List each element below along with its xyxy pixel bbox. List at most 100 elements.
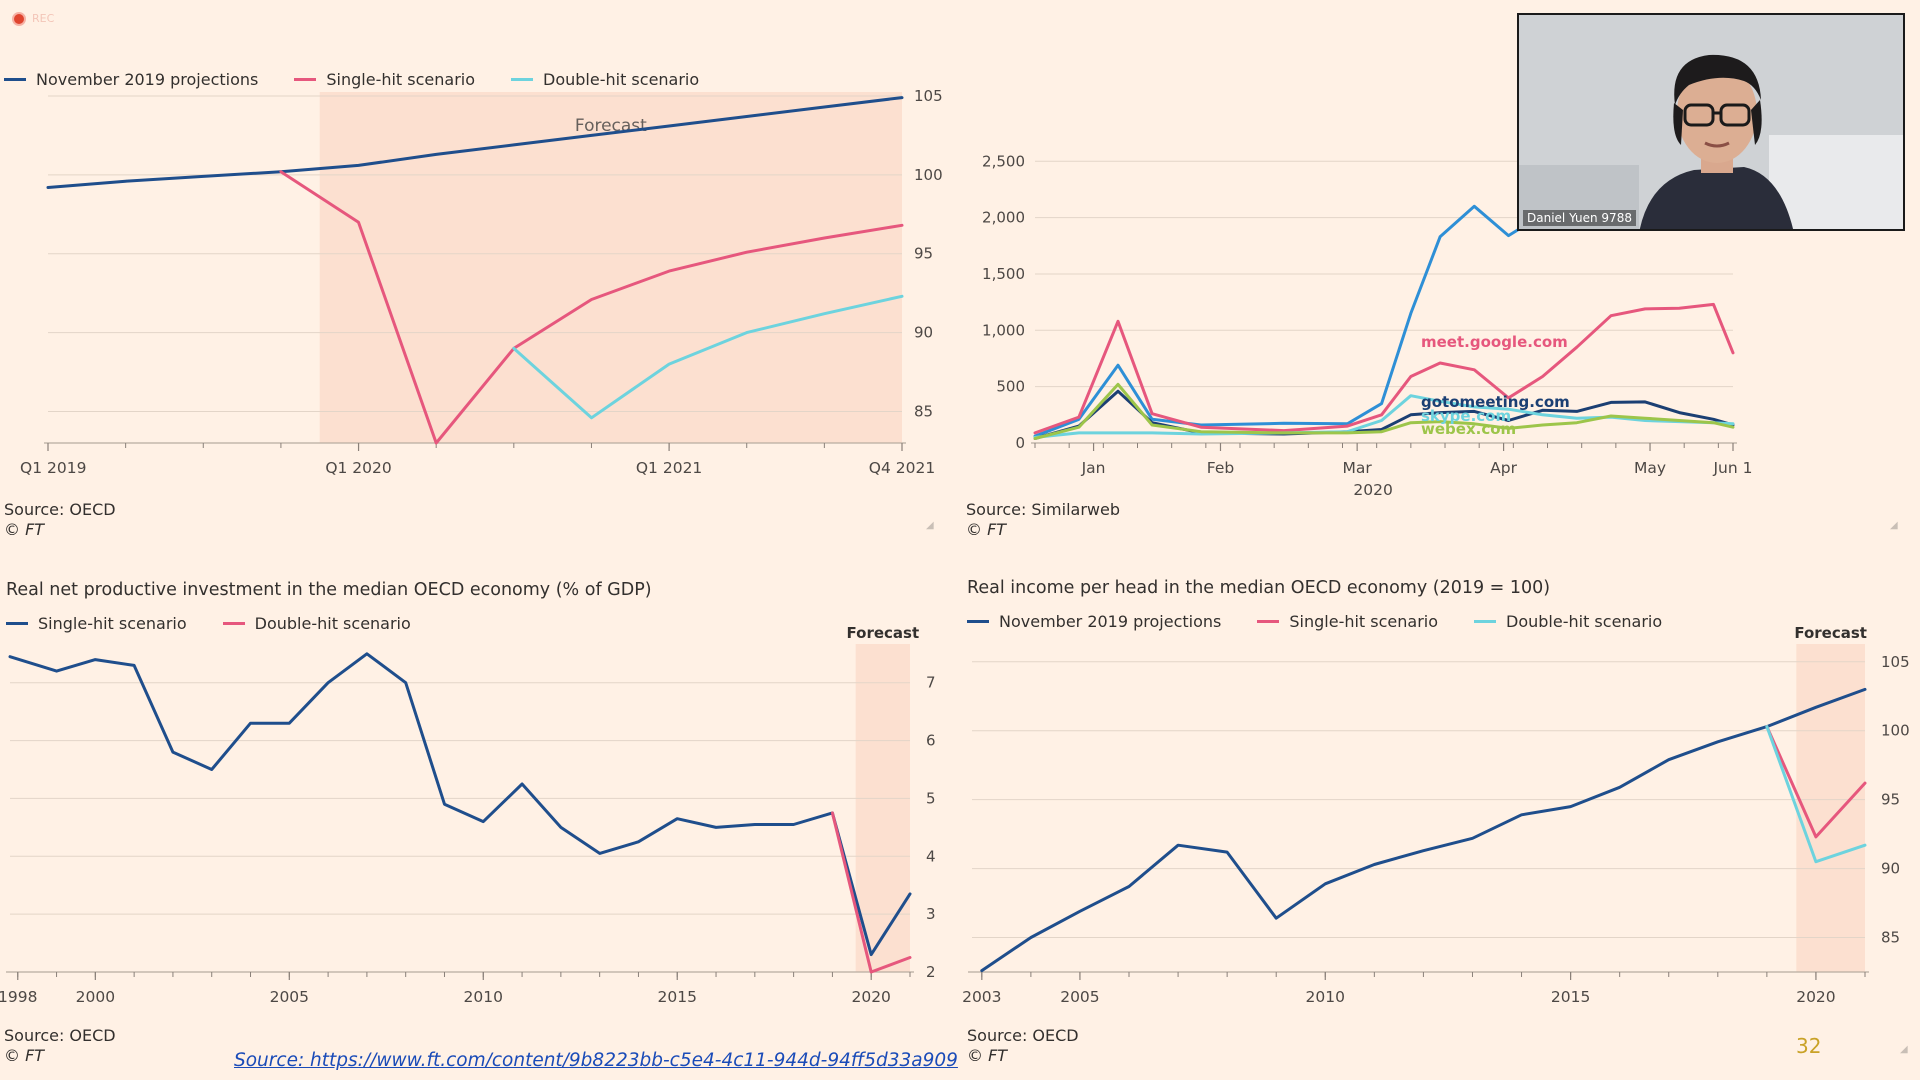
y-tick-label: 2 — [926, 963, 936, 981]
y-tick-label: 7 — [926, 674, 936, 692]
legend-gdp: November 2019 projections Single-hit sce… — [4, 70, 699, 89]
series-label-gotomeeting-com: gotomeeting.com — [1421, 393, 1570, 411]
legend-item-double-hit: Double-hit scenario — [222, 614, 411, 633]
source-gdp: Source: OECD — [4, 500, 116, 519]
series-label-meet-google-com: meet.google.com — [1421, 333, 1568, 351]
x-tick-label: Mar — [1343, 459, 1373, 477]
series-line-zoom — [1033, 204, 1525, 438]
x-tick-label: Q1 2019 — [20, 459, 86, 477]
y-tick-label: 0 — [1015, 434, 1025, 452]
panel-gdp: November 2019 projections Single-hit sce… — [0, 0, 960, 540]
credit-gdp: © FT — [4, 520, 45, 539]
x-tick-label: 2010 — [464, 988, 503, 1006]
x-tick-label: Q4 2021 — [869, 459, 935, 477]
x-tick-label: Jan — [1081, 459, 1106, 477]
participant-video-image — [1519, 15, 1903, 229]
legend-income: November 2019 projections Single-hit sce… — [967, 612, 1662, 631]
x-tick-label: Apr — [1490, 459, 1517, 477]
y-tick-label: 500 — [996, 378, 1025, 396]
series-line-double-hit-scenario — [1765, 725, 1867, 864]
series-line-single-hit-scenario — [8, 652, 912, 957]
legend-item-double-hit: Double-hit scenario — [511, 70, 699, 89]
credit-investment: © FT — [4, 1046, 45, 1065]
series-line-double-hit-scenario — [830, 811, 912, 974]
x-tick-label: 2020 — [1796, 988, 1835, 1006]
source-link[interactable]: Source: https://www.ft.com/content/9b822… — [234, 1050, 958, 1071]
series-line-single-hit-scenario — [1765, 725, 1867, 839]
x-tick-label: 2005 — [1060, 988, 1099, 1006]
y-tick-label: 105 — [914, 87, 943, 105]
legend-item-single-hit: Single-hit scenario — [1257, 612, 1438, 631]
chart-title-investment: Real net productive investment in the me… — [6, 580, 652, 600]
chart-investment: Forecast 2 3 4 5 6 7 1998 2000 2005 2010 2015 2020 — [0, 624, 936, 1006]
y-tick-label: 95 — [1881, 791, 1900, 809]
x-tick-label: 2000 — [76, 988, 115, 1006]
legend-item-single-hit: Single-hit scenario — [6, 614, 187, 633]
recording-indicator-icon — [12, 12, 26, 26]
x-tick-label: 2015 — [1551, 988, 1590, 1006]
resize-corner-icon: ◢ — [926, 520, 934, 531]
series-line-webex-com — [1033, 382, 1735, 440]
legend-item-double-hit: Double-hit scenario — [1474, 612, 1662, 631]
legend-item-november: November 2019 projections — [4, 70, 258, 89]
y-tick-label: 1,500 — [982, 265, 1025, 283]
forecast-label: Forecast — [1794, 624, 1867, 642]
series-line-double-hit-scenario — [512, 294, 904, 420]
series-line-november-2019-projections — [980, 687, 1867, 973]
chart-title-income: Real income per head in the median OECD … — [967, 578, 1551, 598]
x-tick-label: Jun 1 — [1712, 459, 1752, 477]
series-line-meet-google-com — [1033, 302, 1735, 435]
participant-name: Daniel Yuen 9788 — [1523, 210, 1636, 226]
source-investment: Source: OECD — [4, 1026, 116, 1045]
credit-income: © FT — [967, 1046, 1008, 1065]
series-line-november-2019-projections — [46, 96, 904, 189]
y-tick-label: 1,000 — [982, 321, 1025, 339]
x-tick-label: 2015 — [658, 988, 697, 1006]
y-tick-label: 105 — [1881, 653, 1910, 671]
x-tick-label: 2005 — [270, 988, 309, 1006]
panel-investment: Real net productive investment in the me… — [0, 560, 960, 1080]
panel-income: Real income per head in the median OECD … — [960, 560, 1920, 1080]
y-tick-label: 6 — [926, 732, 936, 750]
x-tick-label: 1998 — [0, 988, 37, 1006]
x-tick-label: May — [1634, 459, 1666, 477]
x-tick-label: 2003 — [962, 988, 1001, 1006]
x-tick-label: 2010 — [1306, 988, 1345, 1006]
x-tick-label: 2020 — [851, 988, 890, 1006]
x-tick-label: Q1 2020 — [325, 459, 391, 477]
y-tick-label: 90 — [914, 324, 933, 342]
series-line-single-hit-scenario — [279, 170, 904, 445]
x-tick-label: Feb — [1207, 459, 1234, 477]
x-axis-label: 2020 — [1353, 481, 1392, 499]
y-tick-label: 100 — [1881, 722, 1910, 740]
y-tick-label: 2,500 — [982, 152, 1025, 170]
source-video-apps: Source: Similarweb — [966, 500, 1120, 519]
forecast-label: Forecast — [847, 624, 920, 642]
forecast-shading — [1796, 644, 1865, 972]
y-tick-label: 95 — [914, 245, 933, 263]
legend-investment: Single-hit scenario Double-hit scenario — [6, 614, 411, 633]
y-tick-label: 4 — [926, 847, 936, 865]
slide-page-number: 32 — [1796, 1034, 1822, 1058]
series-line-skype-com — [1033, 394, 1735, 439]
y-tick-label: 100 — [914, 166, 943, 184]
chart-income: Forecast 85 90 95 100 105 2003 2005 2010 2015 2020 — [962, 624, 1910, 1006]
series-label-webex-com: webex.com — [1421, 420, 1516, 438]
source-income: Source: OECD — [967, 1026, 1079, 1045]
y-tick-label: 85 — [914, 402, 933, 420]
resize-corner-icon: ◢ — [1900, 1044, 1908, 1055]
y-tick-label: 2,000 — [982, 209, 1025, 227]
series-label-skype-com: skype.com — [1421, 407, 1511, 425]
legend-item-november: November 2019 projections — [967, 612, 1221, 631]
x-tick-label: Q1 2021 — [636, 459, 702, 477]
chart-video-apps: 0 500 1,000 1,500 2,000 2,500 Jan Feb Mar Apr May J… — [982, 152, 1752, 499]
legend-item-single-hit: Single-hit scenario — [294, 70, 475, 89]
y-tick-label: 85 — [1881, 929, 1900, 947]
participant-video-tile[interactable]: Daniel Yuen 9788 — [1517, 13, 1905, 231]
credit-video-apps: © FT — [966, 520, 1007, 539]
recording-label: REC — [32, 12, 55, 25]
y-tick-label: 5 — [926, 789, 936, 807]
forecast-shading — [319, 92, 902, 443]
y-tick-label: 90 — [1881, 860, 1900, 878]
